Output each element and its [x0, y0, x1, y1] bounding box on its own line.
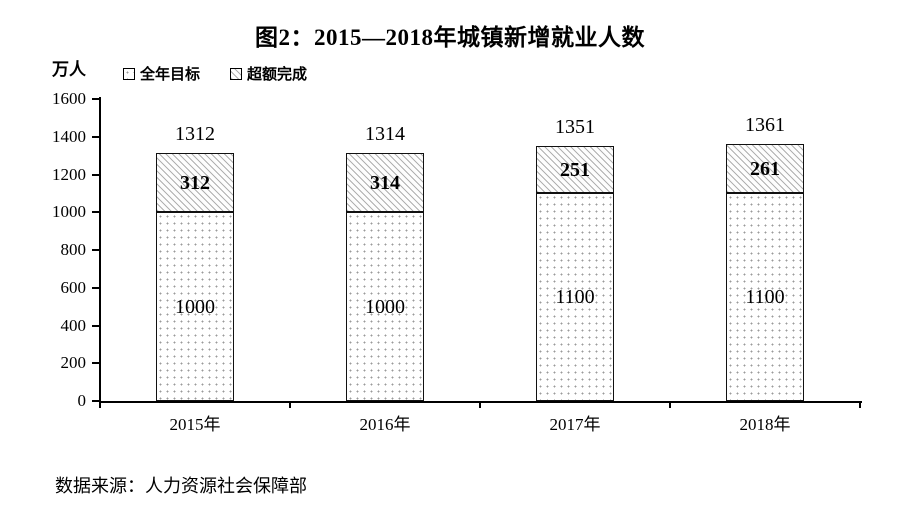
chart-title: 图2：2015—2018年城镇新增就业人数: [255, 25, 645, 50]
x-tick: [289, 401, 291, 408]
bar-segment: [346, 212, 424, 401]
legend-swatch-hatch-icon: [230, 67, 243, 80]
bar-segment: [536, 193, 614, 401]
y-tick-label: 1000: [52, 202, 86, 222]
y-tick-label: 1200: [52, 164, 86, 184]
bar-segment-label: 1100: [555, 286, 595, 309]
bar-total-label: 1312: [175, 123, 215, 146]
legend: 全年目标 超额完成: [123, 63, 307, 84]
x-tick: [99, 401, 101, 408]
bar-total-label: 1351: [555, 115, 595, 138]
bar-segment: [156, 212, 234, 401]
y-tick: [92, 362, 100, 365]
x-category-label: 2016年: [359, 415, 411, 434]
plot-area: 0 200 400 600 800 1000 1200 1400 1600 2015年 2016年 2…: [52, 89, 861, 434]
x-tick: [479, 401, 481, 408]
y-axis-line: [99, 97, 101, 403]
bar-segment: [346, 152, 424, 213]
bar-segment-label: 314: [370, 171, 400, 194]
y-tick-label: 600: [60, 277, 87, 297]
x-category-label: 2018年: [739, 415, 791, 434]
bar-segment-label: 312: [180, 171, 210, 194]
y-tick-label: 1400: [52, 126, 86, 146]
legend-item-overfulfilled: 超额完成: [230, 63, 307, 84]
legend-item-annual-target: 全年目标: [123, 63, 200, 84]
y-axis-unit-label: 万人: [52, 60, 86, 79]
bar-segment: [536, 145, 614, 194]
x-tick: [669, 401, 671, 408]
bar-segment: [726, 144, 804, 194]
legend-label: 全年目标: [140, 67, 201, 83]
bar-total-label: 1361: [745, 114, 785, 137]
y-tick: [92, 211, 100, 214]
y-tick: [92, 286, 100, 289]
y-tick: [92, 400, 100, 402]
bar-segment-label: 1100: [745, 286, 785, 309]
y-tick: [92, 324, 100, 327]
y-tick: [92, 135, 100, 138]
bar-segment: [726, 193, 804, 401]
bar-segment-label: 251: [560, 158, 590, 181]
legend-swatch-dots-icon: [123, 67, 135, 80]
y-tick-label: 400: [60, 315, 87, 335]
legend-label: 超额完成: [247, 67, 308, 83]
x-category-label: 2017年: [549, 415, 601, 434]
y-tick: [92, 249, 100, 251]
data-source-note: 数据来源：人力资源社会保障部: [55, 476, 307, 496]
y-tick-label: 200: [60, 353, 87, 373]
y-tick: [92, 173, 100, 176]
y-tick: [92, 98, 100, 100]
y-tick-label: 0: [77, 391, 87, 410]
x-category-label: 2015年: [169, 415, 221, 434]
bar-segment: [156, 153, 234, 213]
y-tick-label: 800: [60, 240, 87, 259]
bar-segment-label: 261: [750, 157, 780, 180]
bar-segment-label: 1000: [175, 295, 215, 318]
y-tick-label: 1600: [52, 89, 86, 108]
bar-segment-label: 1000: [365, 295, 405, 318]
bar-total-label: 1314: [365, 122, 405, 145]
x-tick: [859, 401, 861, 408]
